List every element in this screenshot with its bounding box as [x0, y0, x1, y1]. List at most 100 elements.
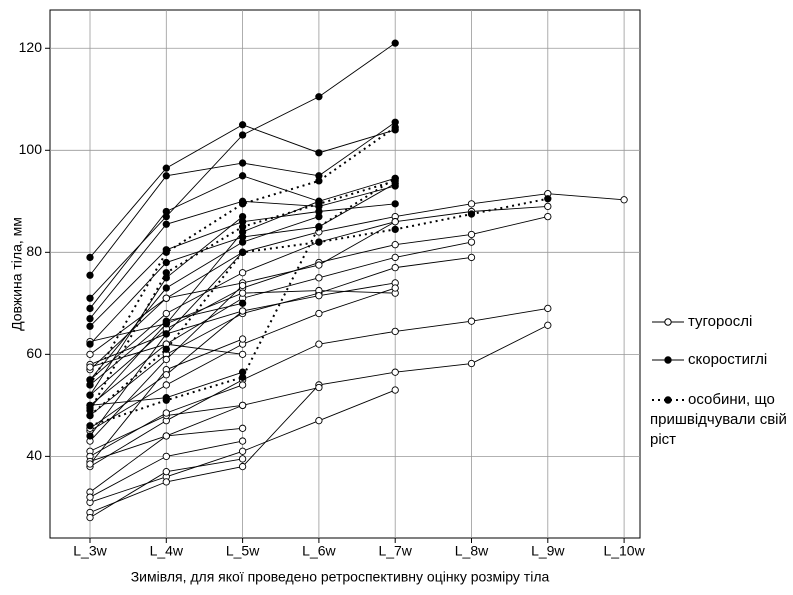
point	[162, 248, 170, 256]
point	[238, 159, 247, 167]
point	[544, 212, 552, 221]
point	[315, 417, 323, 425]
point	[467, 210, 476, 218]
point	[467, 200, 476, 208]
point	[86, 253, 94, 262]
point	[620, 196, 628, 204]
point	[467, 317, 476, 325]
x-tick-label: L_6w	[302, 543, 336, 559]
point	[86, 432, 94, 440]
point	[544, 202, 552, 211]
point	[544, 195, 552, 203]
point	[162, 172, 170, 180]
x-tick-label: L_7w	[378, 543, 412, 559]
y-tick-label: 80	[26, 243, 42, 259]
y-tick-label: 100	[19, 141, 43, 157]
series-line	[89, 387, 320, 452]
x-tick-label: L_5w	[226, 543, 260, 559]
point	[238, 401, 247, 410]
point	[238, 447, 247, 455]
point	[315, 212, 323, 221]
x-tick-label: L_3w	[73, 543, 107, 559]
x-tick-label: L_9w	[531, 543, 565, 559]
point	[238, 373, 247, 381]
point	[238, 289, 247, 297]
point	[162, 317, 170, 325]
legend-label: скоростиглі	[688, 351, 768, 368]
point	[162, 269, 170, 277]
point	[86, 381, 94, 389]
point	[162, 330, 170, 338]
point	[238, 350, 247, 358]
point	[315, 177, 323, 185]
point	[391, 123, 399, 131]
point	[315, 149, 323, 157]
point	[467, 359, 476, 368]
x-axis-label: Зимівля, для якої проведено ретроспектив…	[131, 569, 550, 585]
point	[86, 363, 94, 371]
point	[162, 452, 170, 461]
point	[315, 309, 323, 318]
point	[315, 261, 323, 269]
point	[391, 386, 399, 394]
point	[86, 411, 94, 420]
point	[544, 304, 552, 313]
point	[238, 424, 247, 432]
point	[391, 253, 399, 262]
point	[238, 248, 247, 256]
point	[162, 294, 170, 302]
point	[162, 478, 170, 486]
point	[86, 350, 94, 358]
point	[391, 263, 399, 272]
series-line	[89, 241, 472, 406]
point	[86, 294, 94, 302]
point	[162, 220, 170, 228]
point	[391, 284, 399, 292]
y-tick-label: 60	[26, 345, 42, 361]
point	[315, 274, 323, 282]
point	[391, 174, 399, 182]
point	[162, 345, 170, 353]
point	[238, 307, 247, 315]
point	[238, 223, 247, 231]
point	[315, 383, 323, 392]
point	[315, 292, 323, 300]
series-line	[89, 256, 472, 416]
legend-marker	[664, 318, 672, 326]
x-tick-label: L_10w	[603, 543, 645, 559]
point	[86, 322, 94, 330]
series-line	[89, 126, 396, 386]
point	[86, 314, 94, 323]
point	[162, 164, 170, 172]
point	[86, 422, 94, 430]
point	[467, 238, 476, 246]
point	[162, 396, 170, 404]
point	[162, 371, 170, 379]
point	[238, 335, 247, 343]
point	[238, 455, 247, 463]
point	[238, 200, 247, 208]
legend-label: тугорослі	[688, 313, 753, 330]
point	[315, 238, 323, 246]
point	[315, 200, 323, 208]
point	[86, 391, 94, 399]
point	[391, 200, 399, 208]
legend-marker	[664, 356, 672, 364]
point	[391, 241, 399, 249]
point	[162, 409, 170, 417]
point	[238, 121, 247, 129]
point	[86, 493, 94, 501]
x-tick-label: L_8w	[455, 543, 489, 559]
point	[467, 230, 476, 239]
y-axis-label: Довжина тіла, мм	[9, 217, 25, 331]
point	[391, 327, 399, 336]
series-line	[89, 216, 320, 381]
point	[238, 212, 247, 221]
point	[86, 460, 94, 468]
series-line	[89, 193, 625, 370]
point	[315, 223, 323, 231]
y-tick-label: 40	[26, 447, 42, 463]
point	[162, 309, 170, 318]
